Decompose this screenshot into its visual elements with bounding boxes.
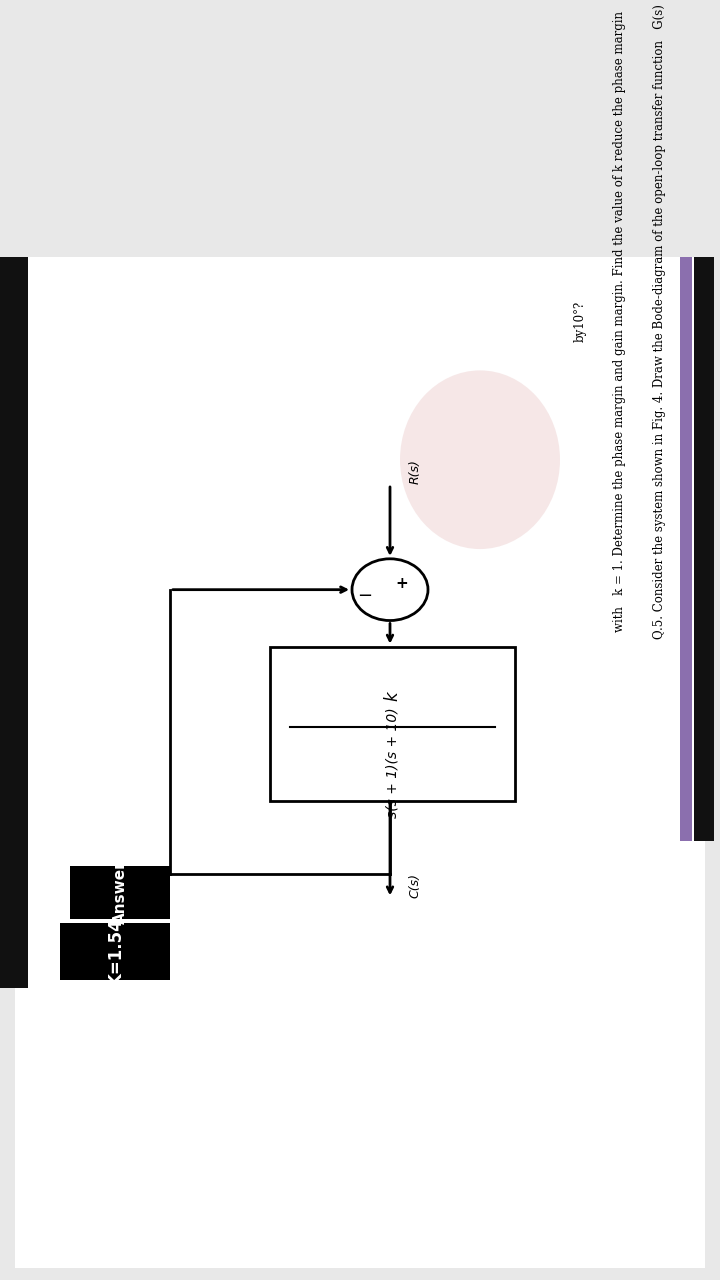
Bar — [270, 646, 515, 801]
Text: s(s + 1)(s + 10): s(s + 1)(s + 10) — [385, 707, 400, 818]
Text: −: − — [357, 588, 372, 605]
Text: k: k — [384, 691, 402, 700]
Text: Answer: Answer — [112, 860, 127, 924]
Circle shape — [352, 559, 428, 621]
Text: C(s): C(s) — [408, 873, 421, 899]
Text: +: + — [395, 576, 408, 590]
Ellipse shape — [400, 370, 560, 549]
Bar — [0, 257, 28, 988]
Text: with   k = 1. Determine the phase margin and gain margin. Find the value of k re: with k = 1. Determine the phase margin a… — [613, 12, 626, 632]
Text: R(s): R(s) — [408, 460, 421, 484]
Bar — [694, 257, 714, 841]
Bar — [60, 923, 170, 979]
Text: by10°?: by10°? — [574, 301, 587, 342]
Bar — [680, 257, 692, 841]
Text: Q.5. Consider the system shown in Fig. 4. Draw the Bode-diagram of the open-loop: Q.5. Consider the system shown in Fig. 4… — [654, 4, 667, 639]
Text: K=1.54: K=1.54 — [106, 918, 124, 984]
Bar — [70, 865, 170, 919]
